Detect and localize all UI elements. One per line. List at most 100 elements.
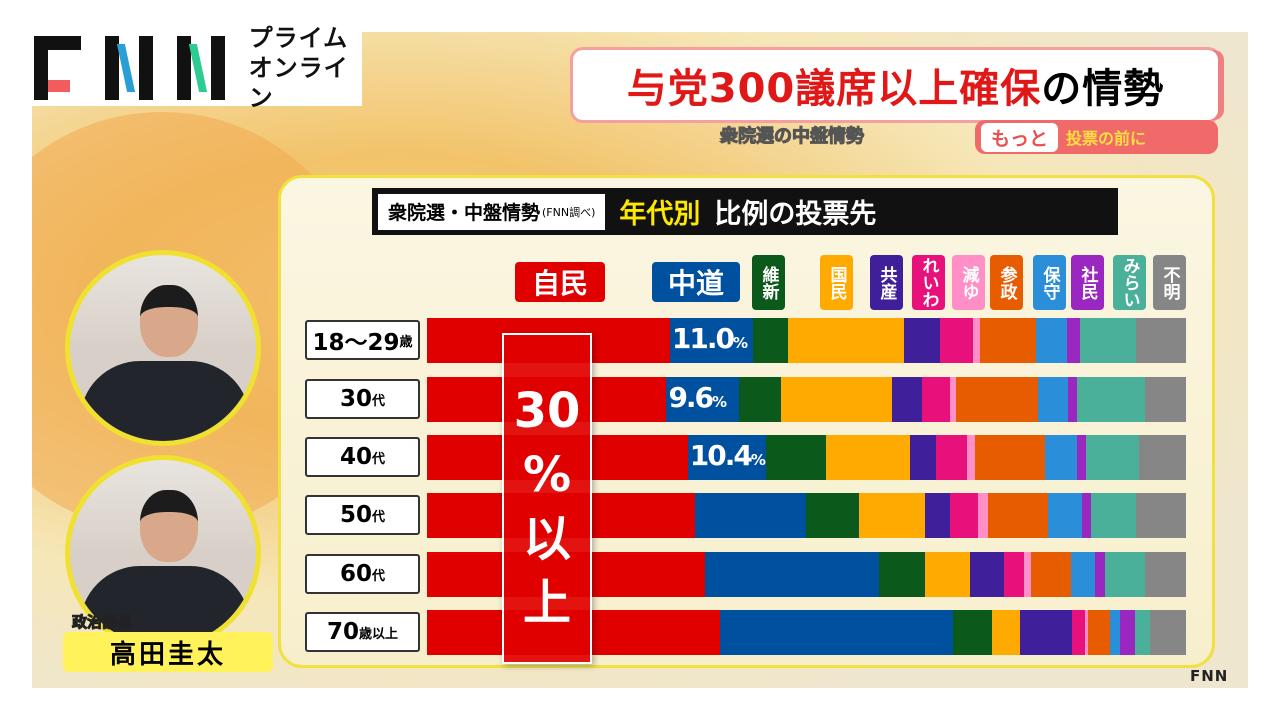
bar-segment-保守 xyxy=(1048,493,1083,538)
bar-segment-国民 xyxy=(859,493,926,538)
motto-part1: もっと xyxy=(981,122,1059,152)
bar-segment-不明 xyxy=(1144,552,1186,597)
row-label-number: 50 xyxy=(339,502,372,528)
bar-segment-保守 xyxy=(1109,610,1120,655)
bar-segment-減ゆ xyxy=(1024,552,1031,597)
bar-segment-中道 xyxy=(704,552,880,597)
bar-segment-中道: 9.6% xyxy=(666,377,739,422)
legend-自民: 自民 xyxy=(515,262,605,302)
bar-segment-共産 xyxy=(925,493,950,538)
row-label-suffix: 代 xyxy=(372,568,386,584)
data-label-unit: % xyxy=(712,393,727,411)
bar-segment-共産 xyxy=(904,318,941,363)
bar-segment-維新 xyxy=(753,318,789,363)
bar-segment-みらい xyxy=(1076,377,1145,422)
legend-参政: 参政 xyxy=(990,255,1023,310)
bar-segment-みらい xyxy=(1134,610,1150,655)
bar-segment-参政 xyxy=(1030,552,1071,597)
speaker-name: 高田圭太 xyxy=(63,632,273,672)
fnn-prime-online-logo: プライム オンライン xyxy=(30,24,362,112)
legend-国民: 国民 xyxy=(820,255,853,310)
bar-segment-共産 xyxy=(1020,610,1073,655)
bar-segment-れいわ xyxy=(936,435,968,480)
data-label: 9.6% xyxy=(668,381,727,414)
bar-segment-維新 xyxy=(879,552,925,597)
row-label: 50 代 xyxy=(305,495,420,535)
bar-segment-維新 xyxy=(738,377,781,422)
bar-segment-参政 xyxy=(975,435,1046,480)
callout-line: 上 xyxy=(522,575,571,631)
bar-segment-れいわ xyxy=(950,493,978,538)
bar-segment-れいわ xyxy=(940,318,973,363)
legend-不明: 不明 xyxy=(1153,255,1186,310)
bar-segment-参政 xyxy=(987,493,1049,538)
bar-segment-国民 xyxy=(924,552,971,597)
bar-segment-参政 xyxy=(979,318,1036,363)
bar-segment-中道: 10.4% xyxy=(687,435,766,480)
data-label-value: 9.6 xyxy=(668,381,714,414)
legend-保守: 保守 xyxy=(1033,255,1066,310)
data-label-value: 10.4 xyxy=(689,439,753,472)
legend-減ゆ: 減ゆ xyxy=(952,255,985,310)
logo-n-mark xyxy=(104,36,153,100)
bar-segment-れいわ xyxy=(921,377,950,422)
data-label-unit: % xyxy=(750,451,766,469)
row-label: 70 歳以上 xyxy=(305,612,420,652)
bar-segment-社民 xyxy=(1094,552,1105,597)
bar-segment-れいわ xyxy=(1072,610,1086,655)
bar-segment-保守 xyxy=(1038,377,1069,422)
presenter-photo xyxy=(65,250,261,446)
data-label: 10.4% xyxy=(689,439,766,472)
bar-segment-国民 xyxy=(788,318,905,363)
data-label: 11.0% xyxy=(672,322,748,355)
bar-segment-減ゆ xyxy=(967,435,976,480)
bar-segment-国民 xyxy=(826,435,911,480)
row-label-suffix: 代 xyxy=(372,509,386,525)
bar-segment-減ゆ xyxy=(972,318,980,363)
chart-title-box-text: 衆院選・中盤情勢 xyxy=(388,202,541,224)
motto-part2: 投票の前に xyxy=(1066,129,1147,148)
bar-segment-社民 xyxy=(1082,493,1091,538)
bar-segment-共産 xyxy=(892,377,922,422)
data-label-unit: % xyxy=(732,334,748,352)
row-label-number: 70 xyxy=(326,619,359,645)
bar-segment-みらい xyxy=(1085,435,1139,480)
chart-source: (FNN調べ) xyxy=(542,205,596,219)
speaker-role: 政治部長 xyxy=(71,613,133,632)
bar-segment-不明 xyxy=(1149,610,1186,655)
logo-text: プライム オンライン xyxy=(249,23,362,113)
bar-segment-維新 xyxy=(765,435,827,480)
logo-text-line1: プライム xyxy=(248,24,349,52)
headline-black: の情勢 xyxy=(1041,66,1165,112)
chart-title-white: 比例の投票先 xyxy=(714,199,877,230)
row-label: 30 代 xyxy=(305,379,420,419)
bar-segment-保守 xyxy=(1045,435,1078,480)
bar-segment-社民 xyxy=(1119,610,1135,655)
headline-red: 与党300議席以上確保 xyxy=(626,66,1042,112)
row-label-number: 60 xyxy=(339,561,372,587)
bar-segment-参政 xyxy=(956,377,1039,422)
bar-row: 10.4% xyxy=(427,435,1186,480)
callout-line: % xyxy=(522,447,572,503)
bar-segment-維新 xyxy=(953,610,993,655)
chart-title: 衆院選・中盤情勢 (FNN調べ) 年代別 比例の投票先 xyxy=(372,188,1118,235)
legend-みらい: みらい xyxy=(1113,255,1146,310)
bar-segment-みらい xyxy=(1104,552,1145,597)
row-label-number: 18〜29 xyxy=(312,330,400,356)
bar-segment-中道 xyxy=(694,493,806,538)
bar-segment-不明 xyxy=(1138,435,1186,480)
row-label-number: 40 xyxy=(339,444,372,470)
bar-segment-参政 xyxy=(1088,610,1110,655)
bar-segment-国民 xyxy=(992,610,1021,655)
legend-中道: 中道 xyxy=(652,262,740,302)
bar-segment-みらい xyxy=(1090,493,1136,538)
bar-segment-国民 xyxy=(780,377,893,422)
bar-segment-みらい xyxy=(1079,318,1136,363)
subheadline: 衆院選の中盤情勢 xyxy=(720,126,865,148)
legend-社民: 社民 xyxy=(1071,255,1104,310)
chart-title-box: 衆院選・中盤情勢 (FNN調べ) xyxy=(378,193,606,230)
bar-segment-不明 xyxy=(1135,493,1186,538)
legend-共産: 共産 xyxy=(870,255,903,310)
callout-line: 以 xyxy=(522,511,571,567)
bar-segment-減ゆ xyxy=(977,493,988,538)
